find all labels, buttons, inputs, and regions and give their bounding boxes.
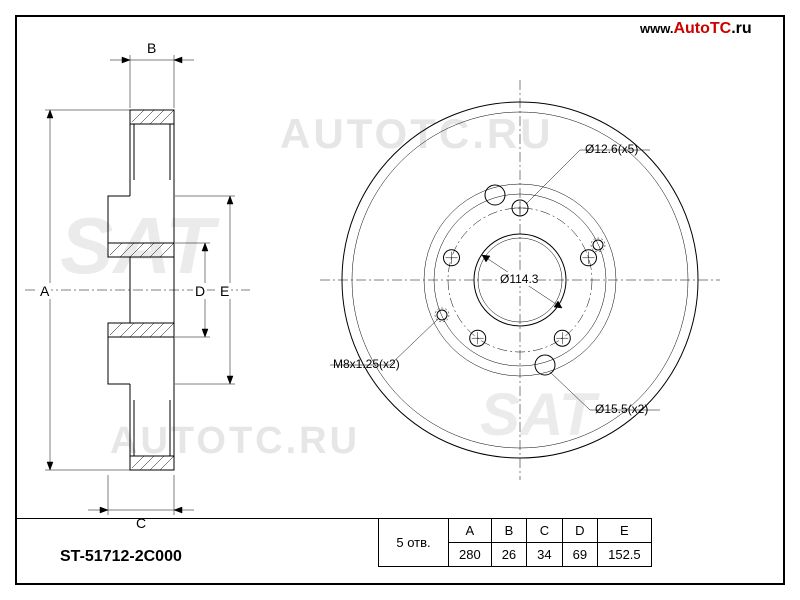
part-number: ST-51712-2C000 bbox=[60, 548, 182, 566]
table-border-ext bbox=[15, 518, 380, 519]
callout-thread: M8x1.25(x2) bbox=[333, 357, 400, 371]
dimension-table: 5 отв. A B C D E 280 26 34 69 152.5 bbox=[378, 518, 652, 567]
table-header: D bbox=[562, 519, 597, 543]
callout-bolt: Ø12.6(x5) bbox=[585, 142, 638, 156]
holes-cell: 5 отв. bbox=[379, 519, 449, 567]
table-row: 5 отв. A B C D E bbox=[379, 519, 652, 543]
front-view bbox=[0, 0, 800, 600]
table-cell: 26 bbox=[491, 543, 526, 567]
drawing-canvas: www.AutoTC.ru SAT SAT AUTOTC.RU AUTOTC.R… bbox=[0, 0, 800, 600]
table-header: A bbox=[449, 519, 492, 543]
callout-screw: Ø15.5(x2) bbox=[595, 402, 648, 416]
table-cell: 280 bbox=[449, 543, 492, 567]
table-cell: 69 bbox=[562, 543, 597, 567]
callout-center: Ø114.3 bbox=[500, 272, 538, 286]
table-header: C bbox=[527, 519, 562, 543]
table-header: E bbox=[598, 519, 652, 543]
table-cell: 34 bbox=[527, 543, 562, 567]
table-header: B bbox=[491, 519, 526, 543]
table-cell: 152.5 bbox=[598, 543, 652, 567]
